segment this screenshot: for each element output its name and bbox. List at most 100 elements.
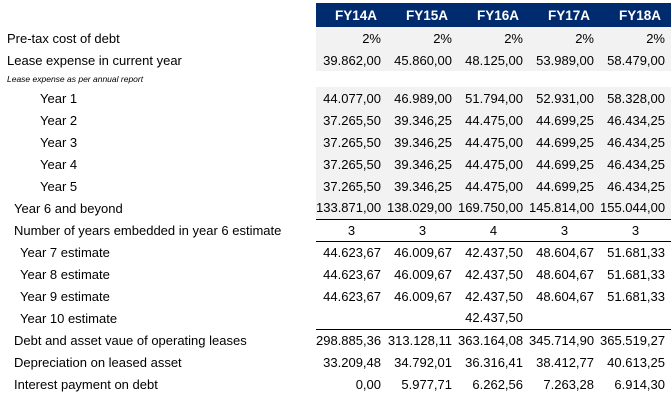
row-pretax-cost-of-debt: Pre-tax cost of debt 2% 2% 2% 2% 2%: [0, 27, 671, 49]
value-cell[interactable]: 44.475,00: [458, 153, 529, 175]
value-cell[interactable]: 345.714,90: [529, 328, 600, 351]
value-cell[interactable]: 133.871,00: [316, 197, 387, 219]
row-year1: Year 1 44.077,00 46.989,00 51.794,00 52.…: [0, 87, 671, 109]
value-cell[interactable]: 3: [529, 218, 600, 241]
value-cell[interactable]: 2%: [600, 27, 671, 49]
value-cell[interactable]: 37.265,50: [316, 153, 387, 175]
value-cell[interactable]: 48.604,67: [529, 240, 600, 263]
value-cell[interactable]: 42.437,50: [465, 310, 523, 326]
value-cell[interactable]: 6.914,30: [614, 376, 665, 392]
value-cell[interactable]: 2%: [387, 27, 458, 49]
value-cell[interactable]: 3: [387, 218, 458, 241]
value-cell[interactable]: 51.681,33: [607, 288, 665, 304]
value-cell[interactable]: [316, 307, 387, 329]
value-cell[interactable]: 2%: [529, 27, 600, 49]
value-cell[interactable]: 46.434,25: [600, 175, 671, 197]
value-cell[interactable]: 44.623,67: [316, 240, 387, 263]
value-cell[interactable]: 365.519,27: [600, 328, 671, 351]
row-label: Year 10 estimate: [20, 310, 118, 326]
row-lease-expense-current: Lease expense in current year 39.862,00 …: [0, 49, 671, 71]
year-header-fy14a[interactable]: FY14A: [316, 3, 387, 27]
value-cell[interactable]: 44.699,25: [529, 153, 600, 175]
value-cell[interactable]: 39.346,25: [387, 153, 458, 175]
value-cell[interactable]: 39.346,25: [387, 109, 458, 131]
value-cell[interactable]: 44.475,00: [458, 109, 529, 131]
value-cell[interactable]: 42.437,50: [465, 288, 523, 304]
value-cell[interactable]: 37.265,50: [316, 109, 387, 131]
value-cell[interactable]: 58.328,00: [600, 87, 671, 109]
row-label: Year 4: [40, 156, 78, 172]
value-cell[interactable]: [600, 307, 671, 329]
value-cell[interactable]: 6.262,56: [472, 376, 523, 392]
value-cell[interactable]: [529, 307, 600, 329]
year-header-fy18a[interactable]: FY18A: [600, 3, 671, 27]
value-cell[interactable]: 42.437,50: [458, 240, 529, 263]
row-year7-estimate: Year 7 estimate 44.623,67 46.009,67 42.4…: [0, 240, 671, 263]
value-cell[interactable]: 53.989,00: [529, 49, 600, 71]
value-cell[interactable]: 44.623,67: [323, 266, 381, 282]
value-cell[interactable]: 5.977,71: [401, 376, 452, 392]
year-header-fy16a[interactable]: FY16A: [458, 3, 529, 27]
value-cell[interactable]: 48.604,67: [536, 288, 594, 304]
value-cell[interactable]: 44.077,00: [316, 87, 387, 109]
value-cell[interactable]: 138.029,00: [387, 197, 458, 219]
value-cell[interactable]: 48.125,00: [458, 49, 529, 71]
value-cell[interactable]: 34.792,01: [394, 354, 452, 370]
value-cell[interactable]: 51.681,33: [607, 266, 665, 282]
row-year10-estimate: Year 10 estimate 42.437,50: [0, 307, 671, 329]
value-cell[interactable]: 44.699,25: [529, 131, 600, 153]
value-cell[interactable]: 0,00: [355, 376, 381, 392]
value-cell[interactable]: 44.699,25: [529, 175, 600, 197]
value-cell[interactable]: 44.475,00: [458, 175, 529, 197]
value-cell[interactable]: 2%: [458, 27, 529, 49]
value-cell[interactable]: 298.885,36: [316, 328, 387, 351]
value-cell[interactable]: 45.860,00: [387, 49, 458, 71]
row-label: Year 2: [40, 112, 78, 128]
value-cell[interactable]: 39.346,25: [387, 131, 458, 153]
value-cell[interactable]: 33.209,48: [323, 354, 381, 370]
row-year6-and-beyond: Year 6 and beyond 133.871,00 138.029,00 …: [0, 197, 671, 219]
value-cell[interactable]: 363.164,08: [458, 328, 529, 351]
row-label: Pre-tax cost of debt: [7, 30, 120, 46]
value-cell[interactable]: 39.346,25: [387, 175, 458, 197]
row-year5: Year 5 37.265,50 39.346,25 44.475,00 44.…: [0, 175, 671, 197]
value-cell[interactable]: 51.681,33: [600, 240, 671, 263]
value-cell[interactable]: 46.989,00: [387, 87, 458, 109]
row-year4: Year 4 37.265,50 39.346,25 44.475,00 44.…: [0, 153, 671, 175]
value-cell[interactable]: 44.623,67: [323, 288, 381, 304]
value-cell[interactable]: 4: [458, 218, 529, 241]
value-cell[interactable]: 58.479,00: [600, 49, 671, 71]
value-cell[interactable]: 40.613,25: [607, 354, 665, 370]
value-cell[interactable]: 37.265,50: [316, 175, 387, 197]
value-cell[interactable]: 155.044,00: [600, 197, 671, 219]
empty-cell: [316, 71, 387, 87]
value-cell[interactable]: 44.699,25: [529, 109, 600, 131]
value-cell[interactable]: 52.931,00: [529, 87, 600, 109]
value-cell[interactable]: 48.604,67: [536, 266, 594, 282]
value-cell[interactable]: 3: [600, 218, 671, 241]
value-cell[interactable]: 46.434,25: [600, 153, 671, 175]
value-cell[interactable]: 46.434,25: [600, 109, 671, 131]
row-label: Year 8 estimate: [20, 266, 110, 282]
value-cell[interactable]: 7.263,28: [543, 376, 594, 392]
value-cell[interactable]: 313.128,11: [387, 328, 458, 351]
value-cell[interactable]: 44.475,00: [458, 131, 529, 153]
value-cell[interactable]: 37.265,50: [316, 131, 387, 153]
year-header-fy15a[interactable]: FY15A: [387, 3, 458, 27]
value-cell[interactable]: 46.009,67: [394, 288, 452, 304]
value-cell[interactable]: [387, 307, 458, 329]
value-cell[interactable]: 46.009,67: [394, 266, 452, 282]
value-cell[interactable]: 42.437,50: [465, 266, 523, 282]
value-cell[interactable]: 169.750,00: [458, 197, 529, 219]
row-label: Depreciation on leased asset: [14, 354, 182, 370]
value-cell[interactable]: 46.009,67: [387, 240, 458, 263]
value-cell[interactable]: 145.814,00: [529, 197, 600, 219]
value-cell[interactable]: 51.794,00: [458, 87, 529, 109]
value-cell[interactable]: 39.862,00: [316, 49, 387, 71]
year-header-fy17a[interactable]: FY17A: [529, 3, 600, 27]
value-cell[interactable]: 36.316,41: [465, 354, 523, 370]
value-cell[interactable]: 46.434,25: [600, 131, 671, 153]
value-cell[interactable]: 38.412,77: [536, 354, 594, 370]
value-cell[interactable]: 3: [316, 218, 387, 241]
value-cell[interactable]: 2%: [316, 27, 387, 49]
